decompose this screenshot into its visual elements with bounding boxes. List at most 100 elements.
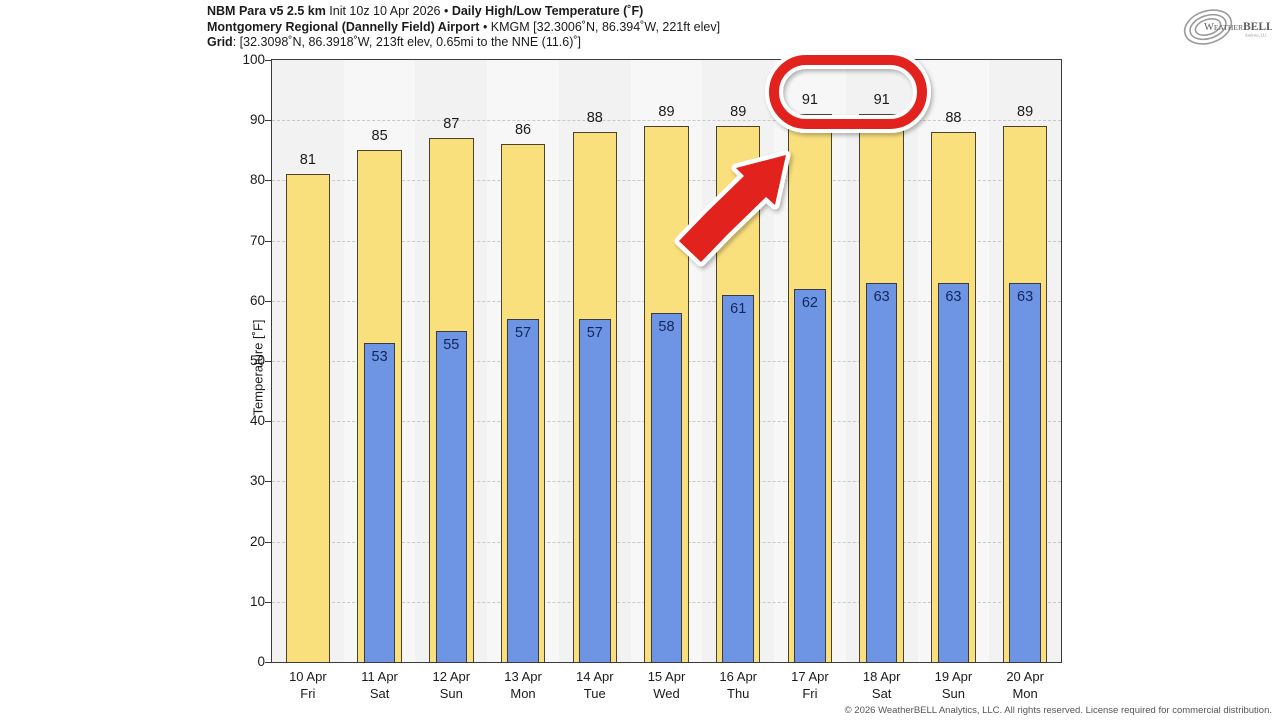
bar-low-11-apr[interactable]: [363, 342, 396, 662]
bar-label-low: 58: [658, 318, 675, 335]
bar-label-high: 86: [514, 122, 532, 139]
x-tick-weekday: Sun: [439, 686, 463, 701]
logo-tagline: Analytics, LLC: [1245, 34, 1268, 39]
bar-label-high: 91: [801, 92, 818, 109]
y-axis-tick-mark: [265, 662, 271, 663]
bar-low-18-apr[interactable]: [865, 282, 898, 662]
x-tick-weekday: Tue: [583, 686, 606, 701]
y-axis-tick-label: 100: [242, 52, 265, 67]
station-meta: • KMGM [32.3006˚N, 86.394˚W, 221ft elev]: [479, 19, 721, 34]
grid-meta: : [32.3098˚N, 86.3918˚W, 213ft elev, 0.6…: [232, 35, 582, 49]
x-axis-tick: 12 Apr Sun: [415, 668, 487, 702]
bar-low-17-apr[interactable]: [794, 288, 826, 662]
x-tick-date: 19 Apr: [934, 669, 973, 684]
x-tick-date: 12 Apr: [432, 669, 471, 684]
x-axis-tick: 10 Apr Fri: [272, 668, 344, 702]
bar-low-14-apr[interactable]: [578, 318, 611, 662]
chart-gridline: [272, 120, 1061, 122]
x-tick-weekday: Fri: [300, 686, 316, 701]
y-axis-tick-mark: [265, 361, 271, 362]
x-axis-tick: 13 Apr Mon: [487, 668, 559, 702]
copyright-footer: © 2026 WeatherBELL Analytics, LLC. All r…: [844, 705, 1272, 716]
bar-label-high: 87: [443, 116, 460, 133]
station-name: Montgomery Regional (Dannelly Field) Air…: [207, 19, 480, 34]
bar-label-low: 63: [1017, 288, 1034, 305]
bar-label-high: 88: [586, 110, 603, 127]
grid-label: Grid: [207, 35, 233, 49]
bar-low-16-apr[interactable]: [722, 294, 754, 662]
model-name: NBM Para v5 2.5 km: [207, 4, 326, 18]
x-tick-date: 14 Apr: [575, 669, 614, 684]
y-axis-tick-label: 0: [257, 654, 265, 669]
bar-low-15-apr[interactable]: [650, 312, 683, 662]
bar-label-low: 57: [514, 324, 532, 341]
y-axis-tick-label: 90: [249, 112, 265, 128]
chart-header: NBM Para v5 2.5 km Init 10z 10 Apr 2026 …: [207, 4, 1047, 51]
y-axis-tick-label: 10: [249, 593, 265, 609]
header-line-station: Montgomery Regional (Dannelly Field) Air…: [207, 20, 1047, 36]
bar-low-13-apr[interactable]: [507, 318, 539, 662]
x-tick-weekday: Sat: [369, 686, 390, 701]
x-tick-date: 10 Apr: [289, 669, 327, 684]
chart-title: Daily High/Low Temperature (˚F): [451, 4, 644, 18]
bar-low-20-apr[interactable]: [1009, 282, 1041, 662]
bar-label-high: 88: [945, 110, 962, 127]
x-tick-weekday: Sat: [871, 686, 892, 701]
x-axis-tick: 16 Apr Thu: [702, 668, 774, 702]
x-tick-date: 20 Apr: [1006, 669, 1044, 684]
header-line-model: NBM Para v5 2.5 km Init 10z 10 Apr 2026 …: [207, 4, 1047, 20]
bar-label-high: 91: [873, 92, 890, 109]
x-tick-weekday: Sun: [941, 686, 965, 701]
x-axis-tick: 14 Apr Tue: [559, 668, 631, 702]
weatherbell-logo: WEATHER BELL Analytics, LLC: [1174, 3, 1272, 51]
y-axis-tick-mark: [265, 300, 271, 302]
x-axis-tick: 19 Apr Sun: [918, 668, 990, 702]
bar-label-high: 89: [658, 104, 675, 121]
bar-label-low: 63: [945, 288, 962, 305]
bar-low-19-apr[interactable]: [937, 282, 970, 662]
bar-label-low: 62: [801, 294, 818, 311]
weatherbell-logo-icon: WEATHER BELL Analytics, LLC: [1183, 9, 1272, 45]
y-axis-tick-mark: [265, 541, 271, 543]
x-axis-tick: 11 Apr Sat: [344, 668, 416, 702]
chart-plot-area: 81 85 53 87 55 86 57 88 57 89 58 89 61 91 62 91 63 88 63 89…: [251, 59, 1062, 663]
bar-label-high: 81: [299, 152, 316, 169]
bar-low-12-apr[interactable]: [435, 330, 468, 662]
bar-label-low: 57: [586, 324, 603, 341]
y-axis-tick-mark: [265, 180, 271, 182]
y-axis-tick-label: 80: [249, 172, 265, 188]
y-axis-tick-mark: [265, 60, 271, 61]
y-axis-tick-mark: [265, 601, 271, 603]
bar-label-high: 85: [371, 128, 388, 145]
x-tick-date: 13 Apr: [504, 669, 542, 684]
x-tick-date: 16 Apr: [719, 669, 758, 684]
bar-label-high: 89: [730, 104, 747, 121]
x-tick-date: 11 Apr: [361, 669, 398, 684]
model-init: Init 10z 10 Apr 2026 •: [325, 4, 452, 18]
bar-label-low: 63: [873, 288, 890, 305]
x-axis-tick: 15 Apr Wed: [631, 668, 703, 702]
y-axis-tick-mark: [265, 240, 271, 242]
x-axis-tick: 20 Apr Mon: [989, 668, 1061, 702]
bar-label-low: 53: [371, 348, 388, 365]
y-axis-tick-mark: [265, 481, 271, 483]
y-axis-tick-label: 60: [249, 292, 265, 308]
y-axis-tick-label: 40: [249, 413, 265, 429]
x-axis-tick: 18 Apr Sat: [846, 668, 918, 702]
header-line-grid: Grid: [32.3098˚N, 86.3918˚W, 213ft elev,…: [207, 35, 1047, 51]
x-tick-date: 15 Apr: [647, 669, 686, 684]
y-axis-tick-label: 20: [249, 533, 265, 549]
x-tick-weekday: Mon: [510, 686, 536, 701]
bar-high-10-apr[interactable]: [285, 174, 331, 662]
bar-label-low: 61: [730, 300, 747, 317]
logo-text-weather: WEATHER: [1204, 22, 1244, 33]
x-tick-weekday: Fri: [802, 686, 818, 701]
y-axis-tick-label: 30: [249, 473, 265, 489]
y-axis-tick-mark: [265, 421, 271, 423]
y-axis-tick-label: 50: [249, 353, 265, 368]
chart-plot-inner: 81 85 53 87 55 86 57 88 57 89 58 89 61 91 62 91 63 88 63 89…: [272, 60, 1061, 662]
x-tick-weekday: Thu: [727, 686, 750, 701]
x-tick-weekday: Wed: [653, 686, 680, 701]
logo-text-bell: BELL: [1243, 21, 1272, 33]
